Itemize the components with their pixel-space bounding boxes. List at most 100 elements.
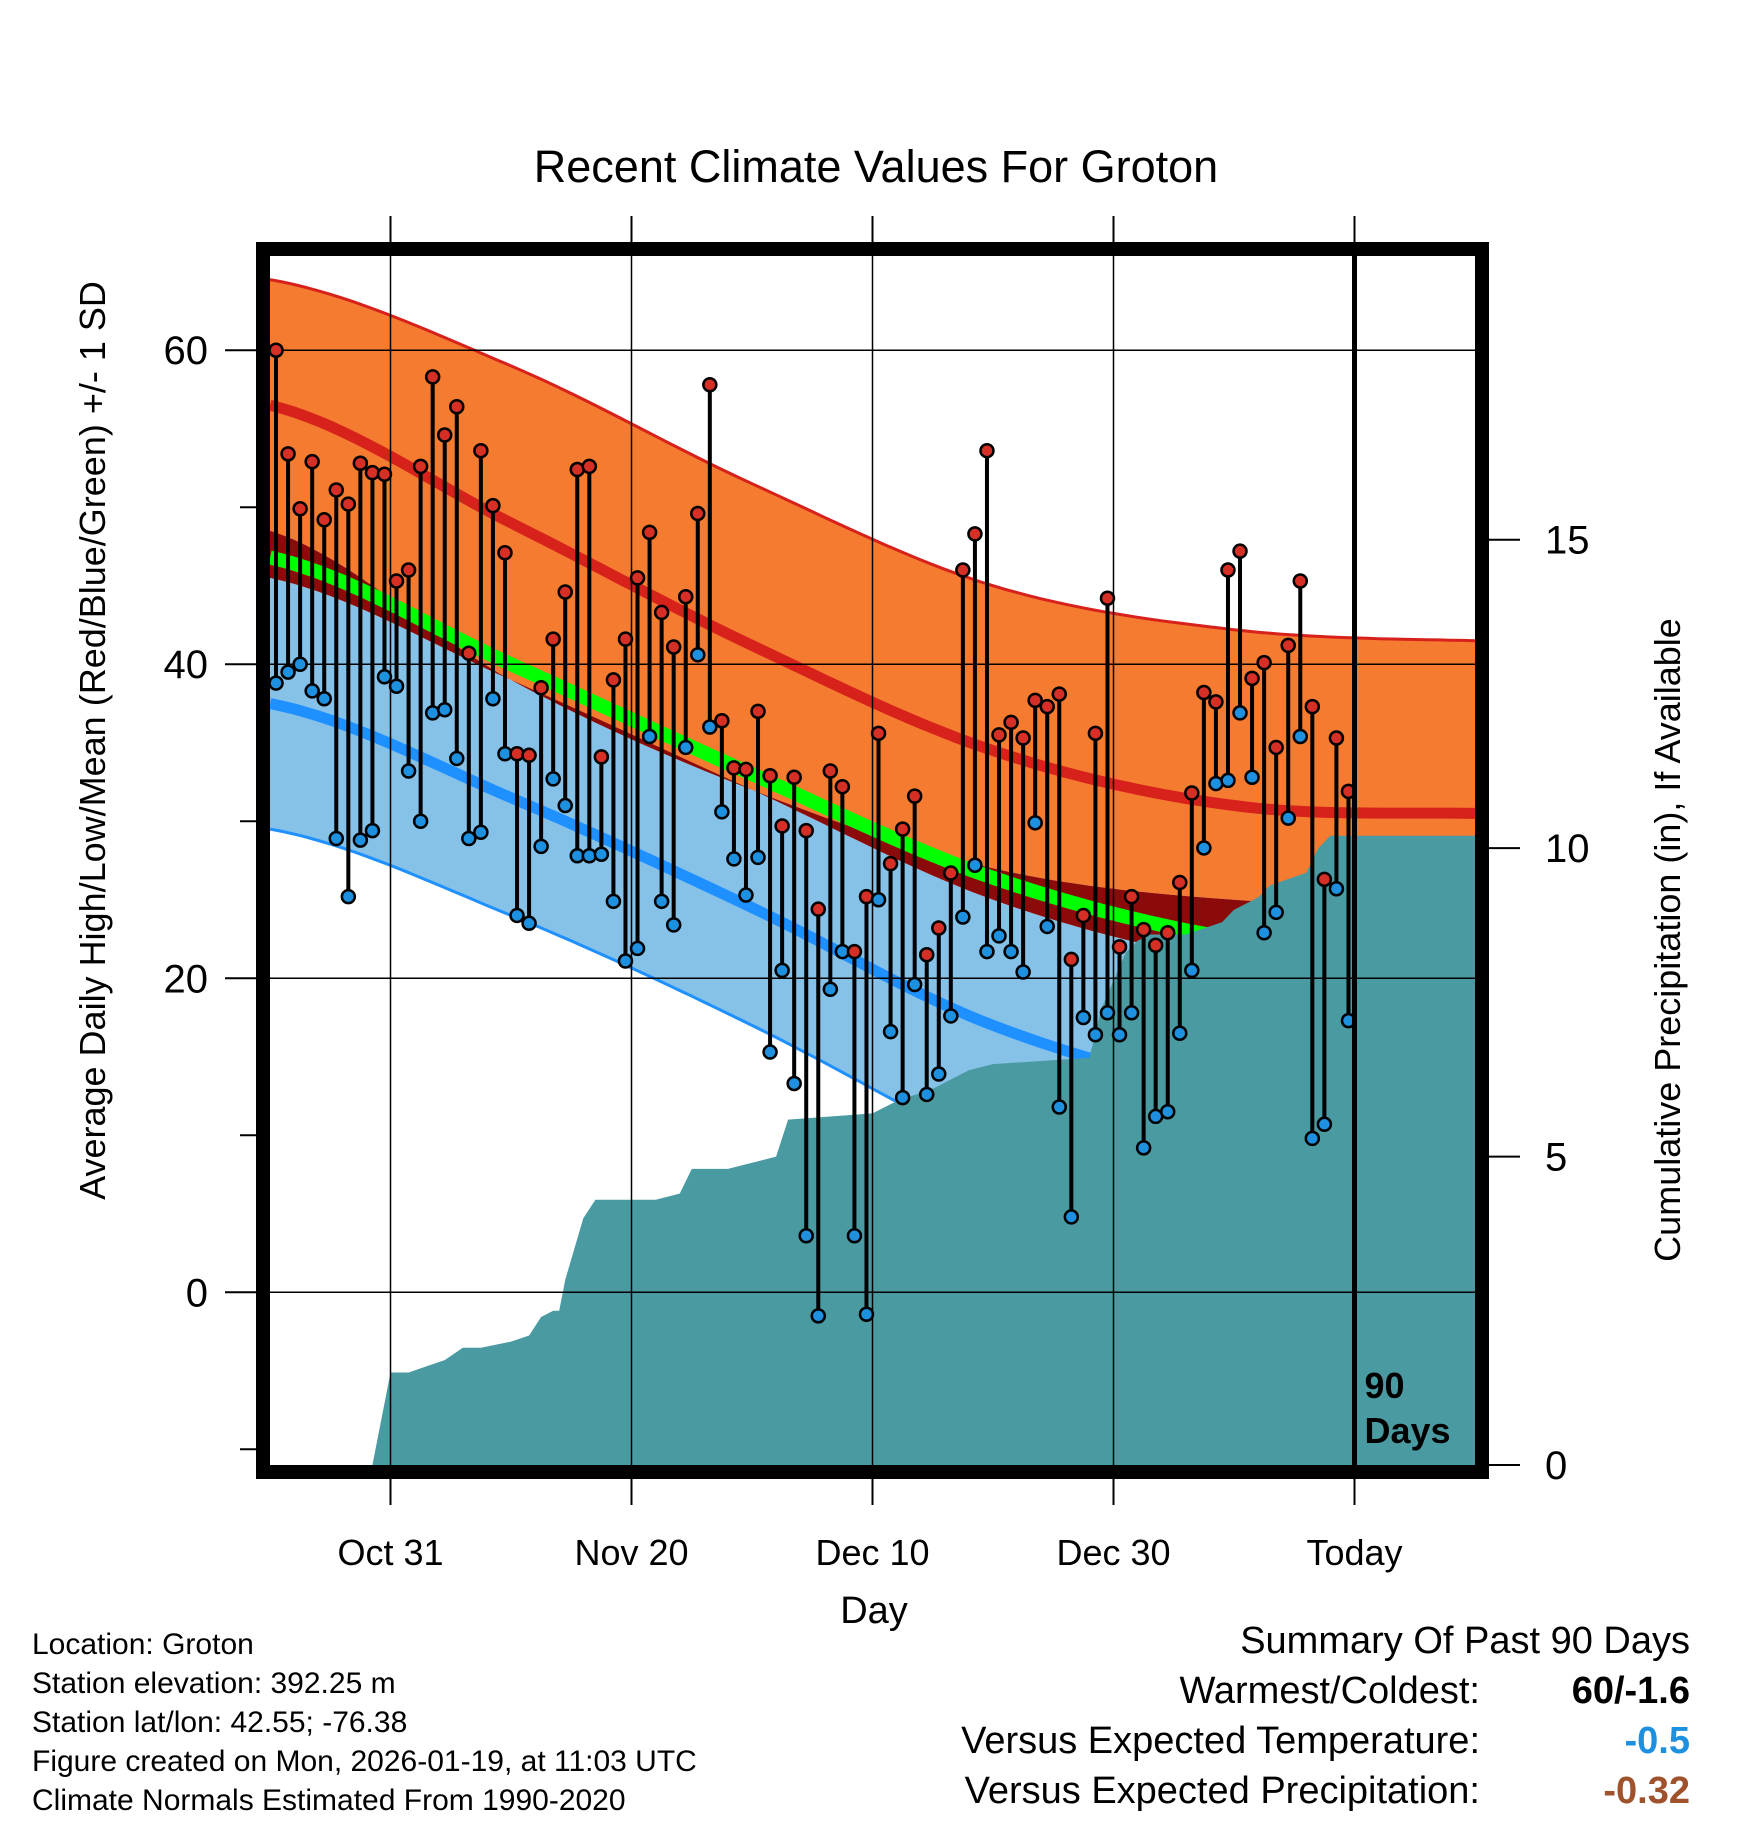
daily-high-point [967, 526, 983, 542]
daily-low-point [931, 1066, 947, 1082]
latlon-text: Station lat/lon: 42.55; -76.38 [32, 1706, 408, 1739]
daily-low-point [352, 832, 369, 848]
daily-high-point [653, 604, 670, 621]
daily-low-point [436, 702, 453, 718]
days-label-2: Days [1365, 1410, 1451, 1451]
precip-anomaly-value: -0.32 [1603, 1770, 1690, 1812]
daily-low-point [292, 656, 308, 672]
daily-high-point [810, 901, 827, 917]
daily-high-point [714, 713, 730, 729]
daily-high-point [798, 822, 814, 839]
daily-low-point [1015, 964, 1031, 980]
daily-high-point [1039, 698, 1055, 715]
daily-low-point [605, 893, 622, 910]
daily-low-point [388, 678, 405, 694]
daily-low-point [641, 728, 658, 745]
daily-high-point [461, 645, 477, 661]
daily-high-point [774, 818, 790, 834]
daily-high-point [1123, 888, 1140, 905]
daily-low-point [1063, 1209, 1080, 1225]
precip-anomaly-label: Versus Expected Precipitation: [964, 1770, 1480, 1812]
daily-high-point [822, 763, 839, 779]
daily-high-point [1232, 543, 1248, 559]
daily-high-point [340, 496, 357, 512]
daily-low-point [593, 846, 610, 862]
daily-low-point [894, 1089, 911, 1106]
daily-low-point [1111, 1027, 1128, 1043]
summary-title: Summary Of Past 90 Days [1240, 1620, 1690, 1662]
daily-low-point [1172, 1025, 1188, 1041]
y-axis-label: Average Daily High/Low/Mean (Red/Blue/Gr… [72, 281, 113, 1200]
warmest-coldest-label: Warmest/Coldest: [1179, 1670, 1480, 1712]
daily-high-point [436, 427, 453, 443]
daily-high-point [1075, 907, 1092, 924]
daily-low-point [280, 664, 296, 680]
daily-low-point [870, 892, 887, 908]
daily-low-point [1232, 705, 1248, 721]
daily-high-point [352, 455, 369, 472]
daily-high-point [1147, 937, 1164, 954]
daily-low-point [798, 1228, 814, 1244]
daily-low-point [1075, 1009, 1092, 1026]
daily-low-point [1256, 924, 1272, 941]
daily-high-point [485, 497, 501, 514]
daily-low-point [786, 1075, 802, 1092]
elevation-text: Station elevation: 392.25 m [32, 1667, 396, 1700]
daily-high-point [1172, 874, 1188, 891]
daily-low-point [412, 813, 429, 829]
daily-high-point [1111, 939, 1128, 955]
daily-low-point [1099, 1005, 1116, 1021]
daily-low-point [918, 1086, 935, 1103]
daily-high-point [557, 584, 573, 600]
daily-low-point [545, 771, 561, 787]
daily-low-point [726, 851, 742, 867]
daily-high-point [473, 442, 489, 459]
daily-low-point [557, 797, 573, 814]
x-tick-label: Oct 31 [337, 1532, 443, 1573]
daily-high-point [943, 865, 959, 881]
daily-high-point [1184, 785, 1200, 801]
daily-low-point [617, 953, 634, 969]
normals-period-text: Climate Normals Estimated From 1990-2020 [32, 1784, 626, 1817]
daily-low-point [858, 1306, 875, 1323]
daily-low-point [1184, 962, 1200, 979]
daily-high-point [388, 573, 405, 589]
daily-high-point [1099, 590, 1116, 607]
daily-high-point [870, 725, 887, 742]
daily-low-point [750, 849, 766, 866]
daily-high-point [424, 369, 441, 385]
daily-low-point [714, 804, 730, 820]
daily-low-point [762, 1044, 778, 1060]
daily-high-point [497, 545, 513, 561]
daily-high-point [1051, 686, 1068, 702]
daily-low-point [1220, 772, 1236, 789]
daily-high-point [1063, 951, 1080, 968]
daily-high-point [1015, 730, 1031, 746]
daily-high-point [786, 769, 802, 786]
daily-high-point [1268, 739, 1284, 756]
daily-low-point [1087, 1027, 1104, 1043]
daily-low-point [376, 669, 393, 685]
chart-title: Recent Climate Values For Groton [534, 141, 1218, 192]
location-text: Location: Groton [32, 1628, 254, 1661]
daily-high-point [593, 749, 610, 765]
daily-high-point [449, 398, 465, 415]
x-tick-label: Dec 10 [815, 1532, 929, 1573]
daily-high-point [690, 505, 706, 522]
daily-low-point [822, 981, 839, 998]
daily-low-point [340, 888, 357, 905]
daily-high-point [280, 446, 296, 462]
daily-low-point [690, 647, 706, 663]
daily-high-point [955, 562, 971, 578]
daily-high-point [979, 442, 995, 459]
daily-low-point [979, 943, 995, 960]
daily-high-point [1196, 684, 1212, 701]
daily-low-point [1292, 728, 1309, 745]
daily-low-point [629, 940, 646, 957]
warmest-coldest-row: Warmest/Coldest: 60/-1.6 [790, 1670, 1690, 1720]
temp-anomaly-label: Versus Expected Temperature: [961, 1720, 1480, 1762]
daily-high-point [1220, 562, 1236, 578]
